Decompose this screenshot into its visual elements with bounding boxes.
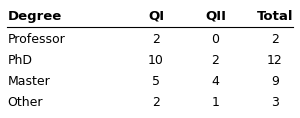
Text: 2: 2: [152, 96, 160, 109]
Text: Total: Total: [256, 10, 293, 23]
Text: 2: 2: [271, 33, 279, 46]
Text: Degree: Degree: [7, 10, 62, 23]
Text: 3: 3: [271, 96, 279, 109]
Text: 4: 4: [212, 75, 219, 88]
Text: 2: 2: [212, 54, 219, 67]
Text: 2: 2: [152, 33, 160, 46]
Text: 10: 10: [148, 54, 164, 67]
Text: 5: 5: [152, 75, 160, 88]
Text: 12: 12: [267, 54, 283, 67]
Text: QI: QI: [148, 10, 164, 23]
Text: Other: Other: [7, 96, 43, 109]
Text: PhD: PhD: [7, 54, 32, 67]
Text: QII: QII: [205, 10, 226, 23]
Text: Professor: Professor: [7, 33, 65, 46]
Text: 9: 9: [271, 75, 279, 88]
Text: 0: 0: [212, 33, 219, 46]
Text: 1: 1: [212, 96, 219, 109]
Text: Master: Master: [7, 75, 50, 88]
